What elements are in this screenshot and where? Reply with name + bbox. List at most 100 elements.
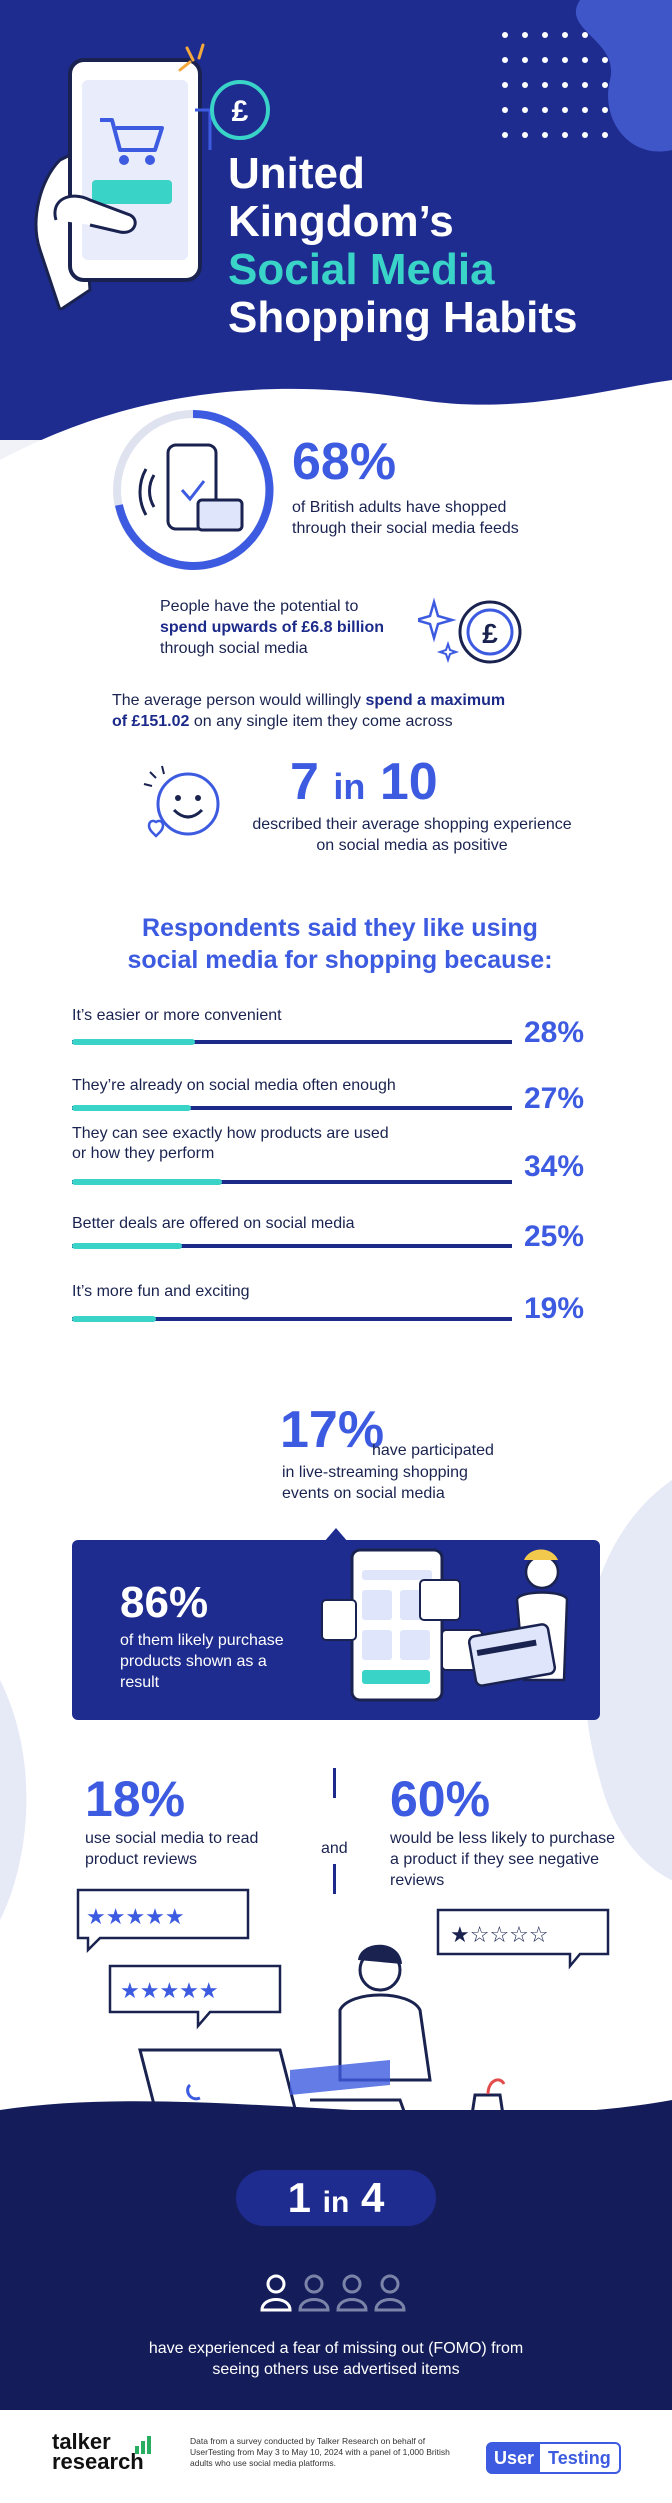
stat-7in10-in: in [333,766,366,807]
header-banner: £ United Kingdom’s Social Media Shopping… [0,0,672,440]
stat-7in10-a: 7 [290,753,319,811]
stat-max-bold1: spend a maximum [365,692,506,709]
title-line-2: Kingdom’s [228,197,454,246]
stat-60-text: would be less likely to purchase a produ… [390,1830,616,1889]
happy-face-icon [143,765,220,838]
stat-18-text: use social media to read product reviews [85,1830,259,1868]
fomo-wave [0,2100,672,2140]
card-pointer [324,1528,348,1542]
person-icon [374,2274,406,2312]
stat-max-bold2: of £151.02 [112,713,190,730]
title-line-4: Shopping Habits [228,293,578,342]
stat-7in10-text: described their average shopping experie… [252,816,572,854]
sparkle-icon [178,43,205,72]
stat-86-value: 86% [120,1578,209,1627]
one-star-bubble: ★☆☆☆☆ [436,1908,610,1970]
svg-text:£: £ [232,95,249,128]
reason-percent: 34% [524,1150,585,1183]
title-line-1: United [228,149,365,198]
reason-bar-fill [72,1039,195,1045]
stat-60-value: 60% [390,1771,491,1827]
blob-decoration [575,0,672,152]
stat-spend-text: People have the potential to spend upwar… [160,596,420,659]
reason-percent: 27% [524,1082,585,1115]
stat-spend-bold: spend upwards of £6.8 billion [160,619,385,636]
reason-percent: 25% [524,1220,585,1253]
reason-label: They’re already on social media often en… [72,1077,396,1094]
stat-17-value: 17% [280,1401,385,1459]
stat-7in10-value: 7 in 10 [290,752,438,812]
reason-label: Better deals are offered on social media [72,1215,355,1232]
page-title: United Kingdom’s Social Media Shopping H… [228,150,648,342]
reason-percent: 28% [524,1016,585,1049]
reasons-heading: Respondents said they like using social … [50,912,630,976]
divider-bottom [333,1864,336,1894]
stat-17-text2-line: in live-streaming shopping [282,1464,468,1481]
purchase-card: 86% of them likely purchase products sho… [72,1540,600,1720]
reason-label: It’s more fun and exciting [72,1283,250,1300]
stat-7in10-b: 10 [379,753,438,811]
footer: talker research Data from a survey condu… [0,2410,672,2503]
fomo-value-b: 4 [361,2174,385,2221]
svg-text:★☆☆☆☆: ★☆☆☆☆ [450,1923,549,1948]
reason-bar-fill [72,1316,156,1322]
usertesting-logo-testing: Testing [548,2447,611,2468]
people-icons [260,2274,406,2312]
svg-text:★★★★★: ★★★★★ [120,1979,219,2004]
usertesting-logo-user: User [488,2444,541,2472]
phone-cart-icon [34,58,212,310]
talker-logo-line1: talker [52,2429,111,2454]
reason-item: It’s more fun and exciting 19% [72,1282,607,1325]
stat-17-text2: in live-streaming shopping events on soc… [282,1462,542,1504]
reason-bar-fill [72,1179,222,1185]
shopping-app-illustration [321,1548,569,1702]
reason-item: They’re already on social media often en… [72,1076,607,1115]
talker-logo-line2: research [52,2449,144,2474]
fomo-value: 1 in 4 [236,2174,436,2222]
fomo-value-a: 1 [287,2174,311,2221]
reason-bar-fill [72,1243,182,1249]
person-icon [298,2274,330,2312]
person-highlighted-icon [260,2274,292,2312]
reason-bar [72,1243,512,1249]
reason-item: Better deals are offered on social media… [72,1214,607,1253]
stat-68-value: 68% [292,433,397,491]
reason-percent: 19% [524,1292,585,1325]
svg-text:★★★★★: ★★★★★ [86,1905,185,1930]
stat-max-pre: The average person would willingly [112,692,362,709]
reason-item: They can see exactly how products are us… [72,1124,607,1185]
reason-label: They can see exactly how products are us… [72,1125,389,1162]
reason-label: It’s easier or more convenient [72,1007,282,1024]
bars-logo-icon [135,2436,151,2454]
stat-86-text: of them likely purchase products shown a… [120,1632,284,1691]
five-star-bubble: ★★★★★ [76,1888,250,1954]
stat-17-text3-line: events on social media [282,1485,445,1502]
reason-bar-fill [72,1105,191,1111]
stat-spend-post: through social media [160,640,308,657]
reviews-illustration: ★★★★★ ★★★★★ ★☆☆☆☆ [60,1888,650,2130]
fomo-value-in: in [322,2186,350,2219]
usertesting-logo: User Testing [486,2442,621,2474]
stat-max-post: on any single item they come across [193,713,453,730]
reason-bar [72,1179,512,1185]
reason-bar [72,1316,512,1322]
stat-spend-pre: People have the potential to [160,598,359,615]
pound-sparkle-icon: £ [418,597,522,664]
reason-item: It’s easier or more convenient 28% [72,1006,607,1049]
and-label: and [321,1840,348,1857]
stat-18-value: 18% [85,1771,186,1827]
five-star-bubble-2: ★★★★★ [108,1964,282,2030]
reason-bar [72,1105,512,1111]
talker-research-logo: talker research [52,2429,144,2474]
pound-coin-icon: £ [210,80,270,140]
reasons-heading-line2: social media for shopping because: [127,946,553,974]
fomo-text: have experienced a fear of missing out (… [148,2340,524,2378]
footer-note: Data from a survey conducted by Talker R… [190,2436,450,2468]
stat-max-text: The average person would willingly spend… [112,690,592,732]
divider-top [333,1768,336,1798]
reasons-heading-line1: Respondents said they like using [142,914,538,942]
stat-68-text: of British adults have shopped through t… [292,499,519,537]
phone-progress-icon [113,409,274,570]
fomo-value-pill [236,2170,436,2226]
stat-17-text1: have participated [372,1442,494,1459]
